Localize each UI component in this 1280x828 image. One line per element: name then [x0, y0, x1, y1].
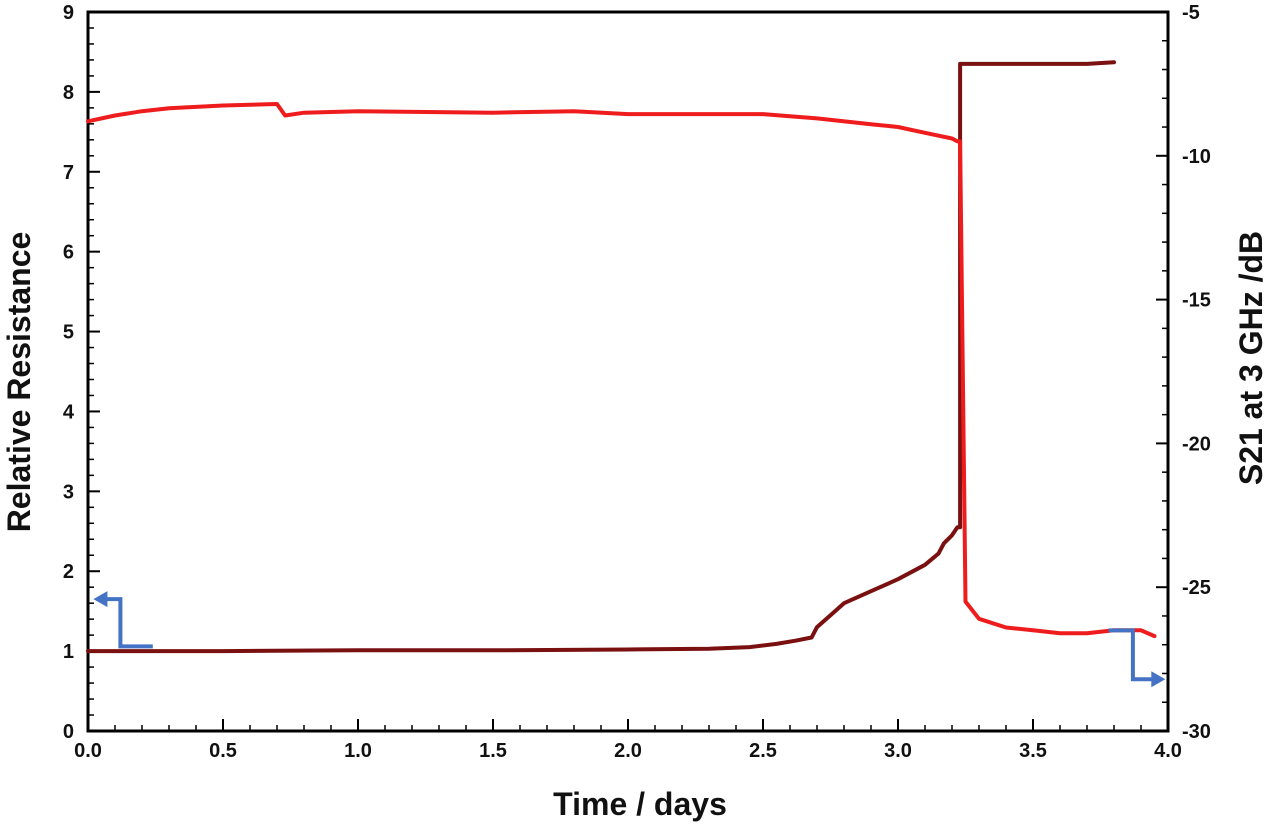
y-tick-label: 9 — [63, 2, 74, 24]
x-tick-label: 0.5 — [209, 740, 237, 762]
plot-border — [86, 10, 1170, 733]
right-axis-arrowhead — [1151, 671, 1166, 688]
y-axis-right-title: S21 at 3 GHz /dB — [1233, 231, 1269, 485]
y2-tick-label: -5 — [1182, 2, 1200, 24]
plot-frame — [86, 10, 1170, 733]
y-axis-left-title: Relative Resistance — [1, 232, 37, 533]
y-tick-label: 2 — [63, 561, 74, 583]
y-tick-label: 8 — [63, 82, 74, 104]
y-tick-label: 3 — [63, 481, 74, 503]
x-tick-label: 0.0 — [74, 740, 102, 762]
x-tick-label: 1.5 — [479, 740, 507, 762]
y-tick-label: 6 — [63, 242, 74, 264]
s21-series-line — [86, 102, 1157, 639]
relative-resistance-series-line — [86, 60, 1116, 654]
left-axis-arrow — [103, 597, 153, 649]
x-axis: 0.0 0.5 1.0 1.5 2.0 2.5 3.0 3.5 4.0 — [74, 719, 1182, 762]
right-axis-arrow — [1108, 628, 1156, 682]
y-axis-left: 0 1 2 3 4 5 6 7 8 9 — [63, 2, 100, 743]
x-tick-label: 4.0 — [1154, 740, 1182, 762]
x-tick-label: 3.0 — [884, 740, 912, 762]
annotation-layer — [93, 591, 1166, 688]
y2-tick-label: -15 — [1182, 290, 1211, 312]
y2-tick-label: -25 — [1182, 577, 1211, 599]
y-tick-label: 0 — [63, 721, 74, 743]
x-tick-label: 3.5 — [1019, 740, 1047, 762]
y2-tick-label: -30 — [1182, 721, 1211, 743]
y-tick-label: 4 — [63, 401, 75, 423]
y-tick-label: 5 — [63, 322, 74, 344]
y2-tick-label: -10 — [1182, 146, 1211, 168]
y-tick-label: 1 — [63, 641, 74, 663]
y2-tick-label: -20 — [1182, 433, 1211, 455]
y-tick-label: 7 — [63, 162, 74, 184]
left-axis-arrowhead — [93, 591, 108, 608]
series-layer — [86, 60, 1157, 654]
x-axis-title: Time / days — [553, 786, 727, 822]
x-tick-label: 2.0 — [614, 740, 642, 762]
x-tick-label: 2.5 — [749, 740, 777, 762]
x-tick-label: 1.0 — [344, 740, 372, 762]
y-axis-right: -30 -25 -20 -15 -10 -5 — [1156, 2, 1211, 743]
